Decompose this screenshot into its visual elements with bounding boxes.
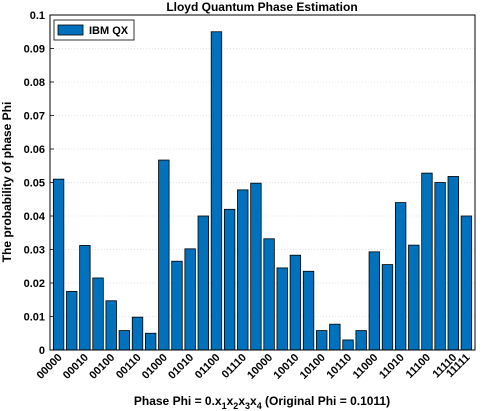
bar-01101	[223, 208, 236, 351]
bar-00110	[131, 316, 144, 351]
bar-10010	[289, 254, 302, 351]
x-tick-label-11100: 11100	[404, 352, 433, 381]
y-ticks: 0 0.01 0.02 0.03 0.04 0.05 0.06 0.07 0.08 0.09 0.1	[24, 10, 54, 357]
bar-10000	[263, 238, 275, 351]
x-axis-label-sub-4: 4	[257, 401, 262, 411]
bar-00010	[79, 245, 91, 351]
y-tick-label: 0.03	[24, 245, 45, 257]
bar-11101	[434, 182, 446, 351]
x-tick-label-00110: 00110	[114, 352, 144, 382]
bar-10001	[276, 267, 288, 351]
bar-00011	[92, 277, 104, 351]
x-tick-label-00010: 00010	[61, 352, 91, 382]
bar-01000	[158, 159, 170, 351]
y-tick-label: 0.04	[24, 211, 46, 223]
y-tick-label: 0.07	[24, 111, 45, 123]
y-axis-label: The probability of phase Phi	[0, 102, 14, 263]
bars	[52, 31, 473, 351]
y-tick-label: 0.05	[24, 178, 45, 190]
bar-01011	[197, 215, 209, 351]
x-tick-label-01010: 01010	[166, 352, 196, 382]
x-axis-label-sub-1: 1	[222, 401, 227, 411]
x-axis-label-suffix: (Original Phi = 0.1011)	[262, 394, 390, 408]
x-tick-label-10010: 10010	[271, 352, 301, 382]
y-tick-label: 0.01	[24, 312, 45, 324]
x-axis-label-sub-3: 3	[245, 401, 250, 411]
x-tick-label-01000: 01000	[140, 352, 170, 382]
bar-01010	[184, 248, 196, 351]
bar-00111	[145, 332, 157, 351]
x-tick-label-10000: 10000	[245, 352, 275, 382]
x-tick-label-01110: 01110	[220, 352, 249, 381]
bar-11000	[368, 251, 380, 351]
x-ticks: 0000000010001000011001000010100110001110…	[35, 352, 473, 382]
bar-11100	[421, 172, 433, 351]
legend-swatch	[57, 24, 84, 36]
chart-title: Lloyd Quantum Phase Estimation	[166, 0, 357, 14]
x-axis-label: Phase Phi = 0.x1x2x3x4 (Original Phi = 0…	[134, 394, 390, 411]
bar-11110	[447, 176, 459, 351]
x-tick-label-00100: 00100	[87, 352, 117, 382]
y-tick-label: 0.06	[24, 144, 45, 156]
legend: IBM QX	[53, 19, 135, 41]
bar-01111	[250, 182, 262, 351]
bar-01110	[237, 189, 249, 351]
x-tick-label-01100: 01100	[193, 352, 223, 382]
bar-10011	[302, 270, 315, 351]
x-axis-label-x-4: x	[250, 394, 257, 408]
bar-10111	[355, 330, 367, 351]
bar-00000	[52, 178, 65, 351]
x-tick-label-11000: 11000	[351, 352, 381, 382]
bar-01100	[210, 31, 223, 351]
y-tick-label: 0.02	[24, 278, 45, 290]
y-tick-label: 0.08	[24, 77, 45, 89]
y-tick-label: 0	[39, 345, 45, 357]
x-axis-label-x-3: x	[238, 394, 245, 408]
x-tick-label-10100: 10100	[298, 352, 328, 382]
bar-10101	[329, 323, 341, 351]
bar-00001	[66, 290, 78, 351]
legend-label: IBM QX	[89, 25, 129, 37]
bar-11111	[460, 215, 473, 351]
x-axis-label-x-2: x	[227, 394, 234, 408]
y-tick-label: 0.1	[30, 10, 45, 22]
bar-10100	[316, 330, 328, 351]
x-tick-label-10110: 10110	[324, 352, 354, 382]
bar-11010	[394, 202, 407, 351]
bar-11001	[381, 264, 394, 351]
x-axis-label-prefix: Phase Phi = 0.x	[134, 394, 222, 408]
x-tick-label-11010: 11010	[377, 352, 407, 382]
bar-11011	[408, 244, 420, 351]
x-axis-label-sub-2: 2	[233, 401, 238, 411]
bar-10110	[342, 339, 354, 351]
bar-00101	[118, 330, 131, 351]
bar-01001	[171, 260, 183, 351]
bar-00100	[105, 300, 117, 351]
y-tick-label: 0.09	[24, 44, 45, 56]
